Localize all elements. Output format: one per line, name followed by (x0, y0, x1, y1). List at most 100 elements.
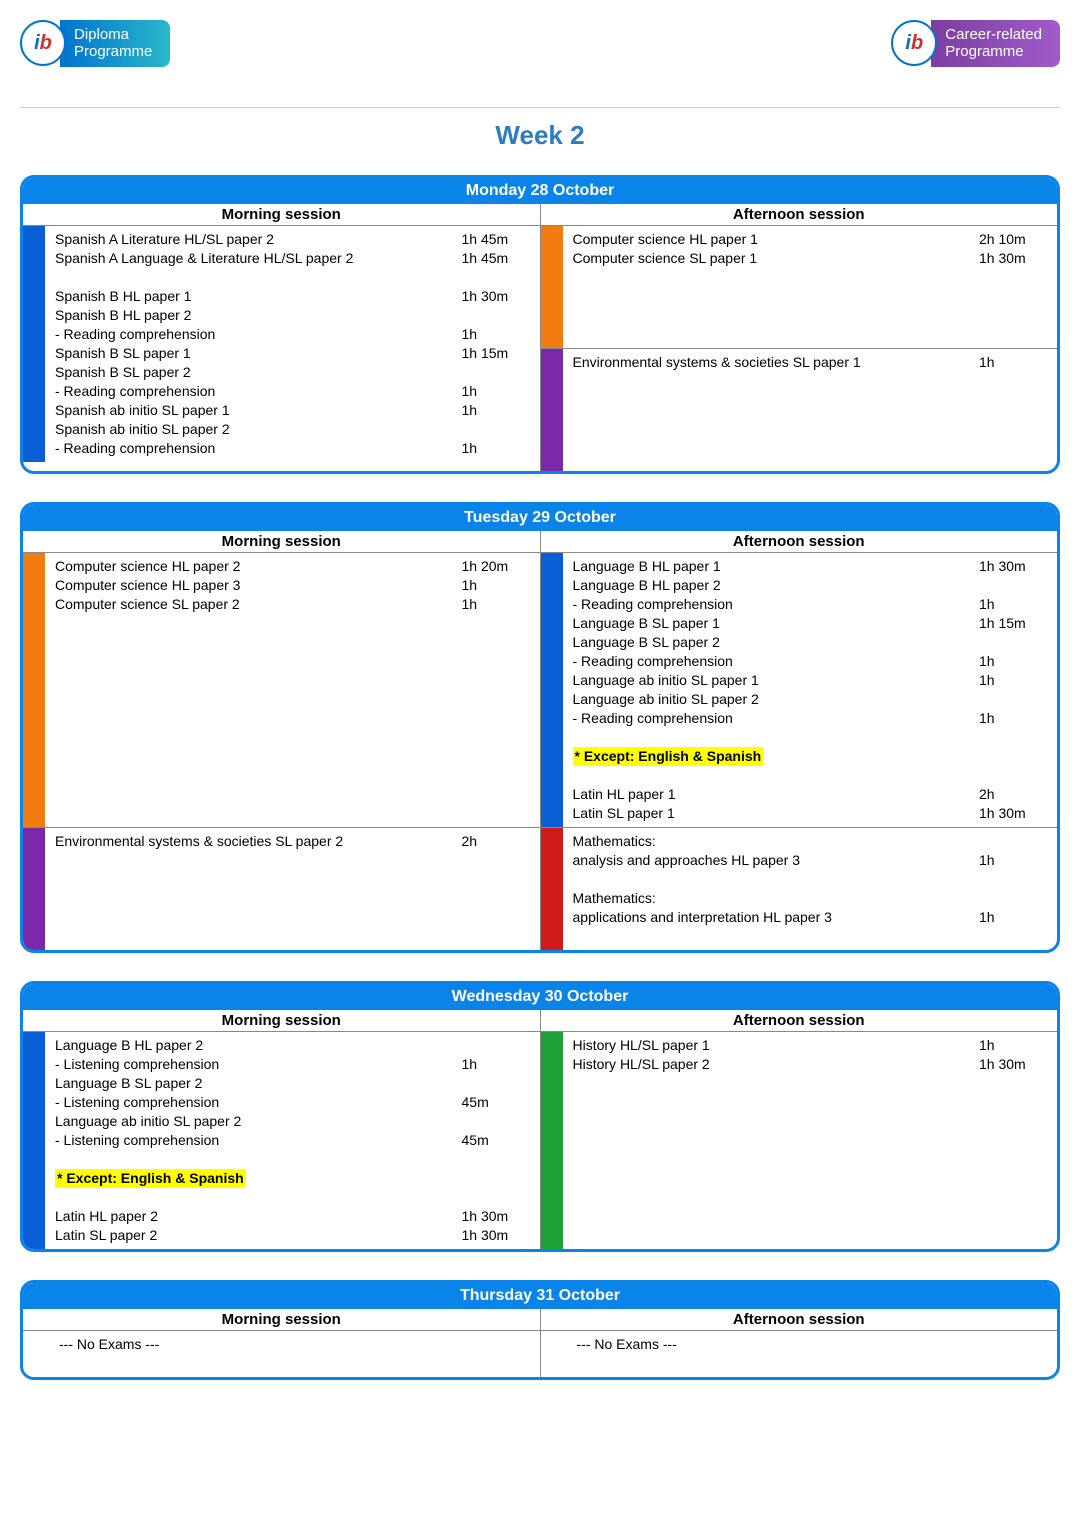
exam-duration: 1h 30m (979, 1055, 1049, 1074)
afternoon-column: Computer science HL paper 1Computer scie… (540, 226, 1058, 471)
exam-duration (462, 306, 532, 325)
exam-durations: 2h 10m1h 30m (979, 230, 1049, 344)
exam-name: History HL/SL paper 1 (573, 1036, 980, 1055)
slot-body: Language B HL paper 1Language B HL paper… (563, 553, 1058, 827)
exam-durations (462, 1335, 532, 1373)
exam-duration (462, 268, 532, 287)
exam-duration (979, 372, 1049, 391)
exam-names: Computer science HL paper 1Computer scie… (573, 230, 980, 344)
exam-duration (462, 363, 532, 382)
exam-duration (462, 728, 532, 747)
exam-duration (979, 1169, 1049, 1188)
exam-name: - Listening comprehension (55, 1131, 462, 1150)
exam-duration (462, 889, 532, 908)
exam-name: Language B SL paper 1 (573, 614, 980, 633)
exam-duration: 1h (462, 595, 532, 614)
morning-column: --- No Exams --- (23, 1331, 540, 1377)
afternoon-session-label: Afternoon session (540, 531, 1058, 552)
exam-name: Language ab initio SL paper 2 (55, 1112, 462, 1131)
day-frame: Wednesday 30 OctoberMorning sessionAfter… (20, 981, 1060, 1252)
exam-duration (979, 325, 1049, 344)
exam-duration (462, 709, 532, 728)
day-frame: Thursday 31 OctoberMorning sessionAftern… (20, 1280, 1060, 1380)
exam-duration (462, 690, 532, 709)
days-container: Monday 28 OctoberMorning sessionAfternoo… (20, 175, 1060, 1380)
exam-name: Mathematics: (573, 832, 980, 851)
exam-duration (979, 287, 1049, 306)
exam-duration (979, 766, 1049, 785)
exam-name (573, 1074, 980, 1093)
exam-name (573, 372, 980, 391)
exam-name: Computer science HL paper 3 (55, 576, 462, 595)
exam-name (55, 889, 462, 908)
exam-slot: --- No Exams --- (541, 1331, 1058, 1377)
exam-duration (462, 1335, 532, 1354)
exam-name: --- No Exams --- (55, 1335, 462, 1354)
exam-name (55, 1354, 462, 1373)
afternoon-column: Language B HL paper 1Language B HL paper… (540, 553, 1058, 950)
exam-names: Spanish A Literature HL/SL paper 2Spanis… (55, 230, 462, 458)
exam-duration: 1h 30m (979, 557, 1049, 576)
exam-name (55, 652, 462, 671)
day-header: Tuesday 29 October (23, 505, 1057, 531)
exam-name (573, 268, 980, 287)
exam-names: Environmental systems & societies SL pap… (55, 832, 462, 946)
exam-name: * Except: English & Spanish (573, 747, 980, 766)
exam-duration (979, 1112, 1049, 1131)
exam-duration: 1h (462, 382, 532, 401)
exam-duration (979, 1226, 1049, 1245)
subject-color-stripe (541, 553, 563, 827)
exam-duration (979, 633, 1049, 652)
exam-duration (979, 747, 1049, 766)
afternoon-session-label: Afternoon session (540, 1309, 1058, 1330)
exam-duration: 1h 30m (462, 1226, 532, 1245)
exam-duration (462, 1169, 532, 1188)
exam-duration (979, 448, 1049, 467)
exam-duration: 1h (979, 595, 1049, 614)
exam-durations: 1h (979, 353, 1049, 467)
exam-slot: Language B HL paper 1Language B HL paper… (541, 553, 1058, 827)
exam-names: Computer science HL paper 2Computer scie… (55, 557, 462, 823)
exam-name: Environmental systems & societies SL pap… (573, 353, 980, 372)
exam-name: - Listening comprehension (55, 1093, 462, 1112)
logo-row: ib Diploma Programme ib Career-related P… (20, 20, 1060, 67)
exam-duration (979, 927, 1049, 946)
exam-durations: 1h 30m 1h1h 15m 1h1h 1h 2h1h 30m (979, 557, 1049, 823)
slot-body: Environmental systems & societies SL pap… (563, 349, 1058, 471)
exam-name: - Reading comprehension (573, 652, 980, 671)
exam-duration: 2h (462, 832, 532, 851)
exam-durations: 1h 45m 45m 1h 30m1h 30m (462, 1036, 532, 1245)
exam-durations: 1h1h 30m (979, 1036, 1049, 1245)
exam-name: Environmental systems & societies SL pap… (55, 832, 462, 851)
exam-duration (462, 1188, 532, 1207)
exam-slot: History HL/SL paper 1History HL/SL paper… (541, 1032, 1058, 1249)
slot-body: Language B HL paper 2- Listening compreh… (45, 1032, 540, 1249)
day-header: Thursday 31 October (23, 1283, 1057, 1309)
morning-session-label: Morning session (23, 204, 540, 225)
exam-duration (979, 728, 1049, 747)
exam-duration: 1h (979, 671, 1049, 690)
slot-body: Computer science HL paper 2Computer scie… (45, 553, 540, 827)
exam-name: - Reading comprehension (573, 709, 980, 728)
afternoon-column: --- No Exams --- (540, 1331, 1058, 1377)
exam-name (573, 1112, 980, 1131)
exam-duration (979, 1207, 1049, 1226)
exam-duration: 1h (979, 908, 1049, 927)
exam-name: Latin SL paper 2 (55, 1226, 462, 1245)
exam-duration (979, 306, 1049, 325)
exam-name (55, 747, 462, 766)
exam-duration: 2h 10m (979, 230, 1049, 249)
exam-slot: Language B HL paper 2- Listening compreh… (23, 1032, 540, 1249)
exam-name: Language B SL paper 2 (573, 633, 980, 652)
exam-duration: 1h 15m (462, 344, 532, 363)
exam-name (55, 804, 462, 823)
subject-color-stripe (23, 828, 45, 950)
day-frame: Tuesday 29 OctoberMorning sessionAfterno… (20, 502, 1060, 953)
exam-name (573, 766, 980, 785)
exam-duration (462, 747, 532, 766)
exam-name: - Listening comprehension (55, 1055, 462, 1074)
subject-color-stripe (541, 226, 563, 348)
exam-duration: 1h (462, 439, 532, 458)
exam-name (55, 633, 462, 652)
exam-name: Spanish B SL paper 1 (55, 344, 462, 363)
